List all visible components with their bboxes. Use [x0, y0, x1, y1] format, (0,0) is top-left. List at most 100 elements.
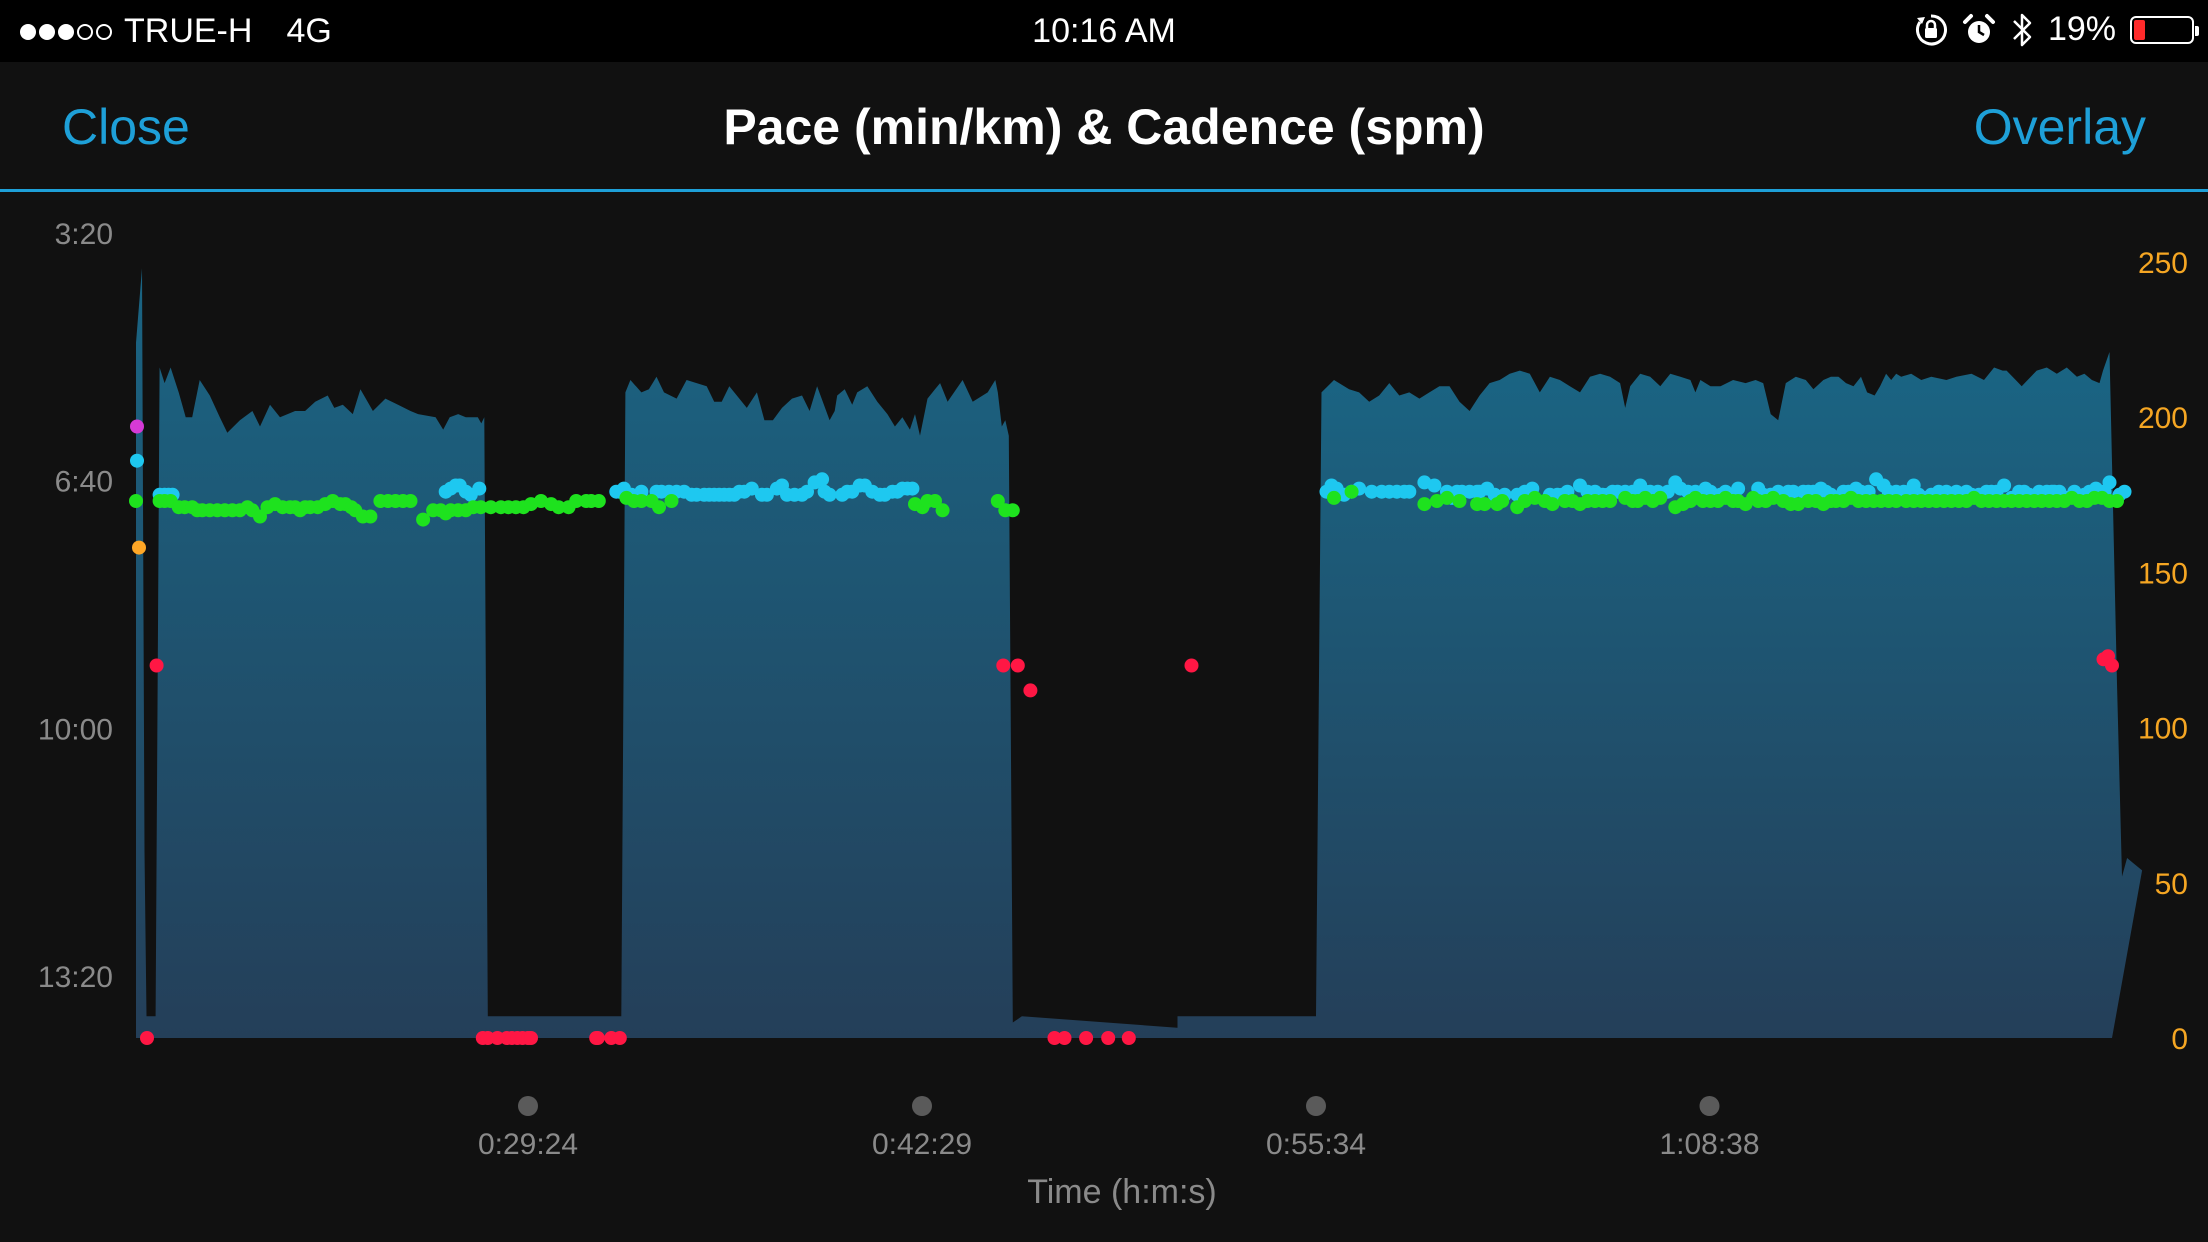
cadence-axis-tick-label: 0	[2171, 1023, 2188, 1056]
time-tick-label: 0:42:29	[872, 1128, 972, 1161]
pace-axis-tick-label: 6:40	[55, 466, 113, 499]
cadence-point	[759, 487, 774, 502]
cadence-point	[253, 509, 267, 524]
time-tick-marker	[1699, 1096, 1720, 1116]
battery-fill	[2134, 19, 2145, 40]
carrier-name: TRUE-H	[124, 12, 253, 50]
cadence-point	[1452, 494, 1467, 508]
cadence-axis-tick-label: 250	[2138, 247, 2188, 280]
cadence-axis-tick-label: 50	[2155, 868, 2188, 901]
time-tick-label: 1:08:38	[1659, 1128, 1759, 1161]
cadence-point	[524, 1031, 538, 1045]
cadence-point	[1057, 1031, 1072, 1045]
cadence-point	[416, 512, 431, 527]
cadence-point	[2110, 494, 2124, 508]
pace-axis-tick-label: 10:00	[38, 713, 113, 746]
cadence-point	[130, 453, 144, 468]
bluetooth-icon	[2013, 13, 2032, 46]
alarm-icon	[1962, 13, 1995, 43]
cadence-point	[664, 494, 679, 508]
cadence-point	[1731, 481, 1746, 496]
cadence-point	[905, 481, 920, 496]
cadence-point	[483, 500, 498, 515]
page-title: Pace (min/km) & Cadence (spm)	[723, 99, 1485, 155]
pace-area-1	[136, 268, 1316, 1038]
network-type: 4G	[286, 12, 332, 50]
cadence-point	[1477, 497, 1492, 512]
signal-strength-icon	[20, 23, 112, 40]
cadence-point	[149, 658, 164, 673]
cadence-point	[1545, 497, 1560, 512]
cadence-point	[129, 494, 143, 508]
cadence-point	[130, 419, 144, 434]
cadence-point	[1079, 1031, 1094, 1045]
pace-axis-tick-label: 3:20	[55, 218, 113, 251]
cadence-point	[473, 500, 488, 515]
overlay-button[interactable]: Overlay	[1973, 99, 2146, 155]
cadence-axis-tick-label: 200	[2138, 402, 2188, 435]
cadence-point	[1344, 484, 1359, 499]
pace-cadence-chart[interactable]: 3:20 6:40 10:00 13:20 250 200 150 100 50 0 0:29:24…	[0, 192, 2208, 1242]
status-bar-right: 19%	[1914, 10, 2199, 49]
cadence-point	[996, 658, 1011, 673]
cadence-axis-tick-label: 150	[2138, 557, 2188, 590]
cadence-point	[744, 481, 759, 496]
signal-dot	[96, 23, 112, 40]
close-button[interactable]: Close	[62, 99, 190, 155]
cadence-point	[403, 494, 418, 508]
cadence-point	[1010, 658, 1025, 673]
cadence-point	[472, 481, 487, 496]
cadence-point	[1364, 484, 1379, 499]
cadence-axis-tick-label: 100	[2138, 713, 2188, 746]
cadence-point	[652, 500, 666, 515]
cadence-point	[132, 540, 146, 555]
battery-icon	[2130, 15, 2199, 44]
cadence-point	[363, 509, 378, 524]
signal-dot	[20, 23, 36, 40]
time-tick-marker	[518, 1096, 538, 1116]
cadence-point	[1440, 490, 1454, 505]
cadence-point	[1402, 484, 1417, 499]
status-bar: TRUE-H 4G 10:16 AM 19%	[0, 0, 2208, 62]
x-axis-label: Time (h:m:s)	[1027, 1173, 1217, 1211]
cadence-point	[1495, 494, 1510, 508]
battery-nub	[2195, 25, 2199, 36]
cadence-point	[1184, 658, 1199, 673]
cadence-point	[1786, 484, 1801, 499]
cadence-point	[1121, 1031, 1136, 1045]
cadence-point	[1603, 494, 1618, 508]
cadence-point	[822, 487, 837, 502]
cadence-point	[2102, 475, 2117, 490]
cadence-point	[569, 494, 584, 508]
cadence-point	[1101, 1031, 1116, 1045]
cadence-point	[1005, 503, 1020, 518]
cadence-point	[928, 494, 942, 508]
cadence-point	[1997, 478, 2012, 493]
cadence-point	[2117, 484, 2132, 499]
status-bar-left: TRUE-H 4G	[20, 12, 332, 51]
nav-bar: Close Pace (min/km) & Cadence (spm) Over…	[0, 62, 2208, 192]
cadence-point	[1417, 497, 1432, 512]
signal-dot	[58, 23, 74, 40]
rotation-lock-icon	[1915, 13, 1947, 45]
battery-percent: 19%	[2047, 10, 2116, 48]
cadence-point	[800, 484, 814, 499]
signal-dot	[77, 23, 93, 40]
cadence-point	[1047, 1031, 1062, 1045]
cadence-point	[551, 500, 566, 515]
cadence-point	[590, 1031, 605, 1045]
cadence-point	[935, 503, 950, 518]
cadence-point	[612, 1031, 627, 1045]
cadence-point	[1889, 494, 1904, 508]
cadence-point	[1023, 683, 1038, 698]
signal-dot	[39, 23, 55, 40]
time-tick-label: 0:29:24	[478, 1128, 578, 1161]
cadence-point	[140, 1031, 154, 1045]
pace-area-2	[1177, 352, 2143, 1038]
cadence-point	[1653, 490, 1668, 505]
cadence-point	[1327, 490, 1341, 505]
cadence-point	[990, 494, 1005, 508]
cadence-point	[634, 494, 649, 508]
cadence-point	[1427, 478, 1442, 493]
time-tick-label: 0:55:34	[1266, 1128, 1366, 1161]
